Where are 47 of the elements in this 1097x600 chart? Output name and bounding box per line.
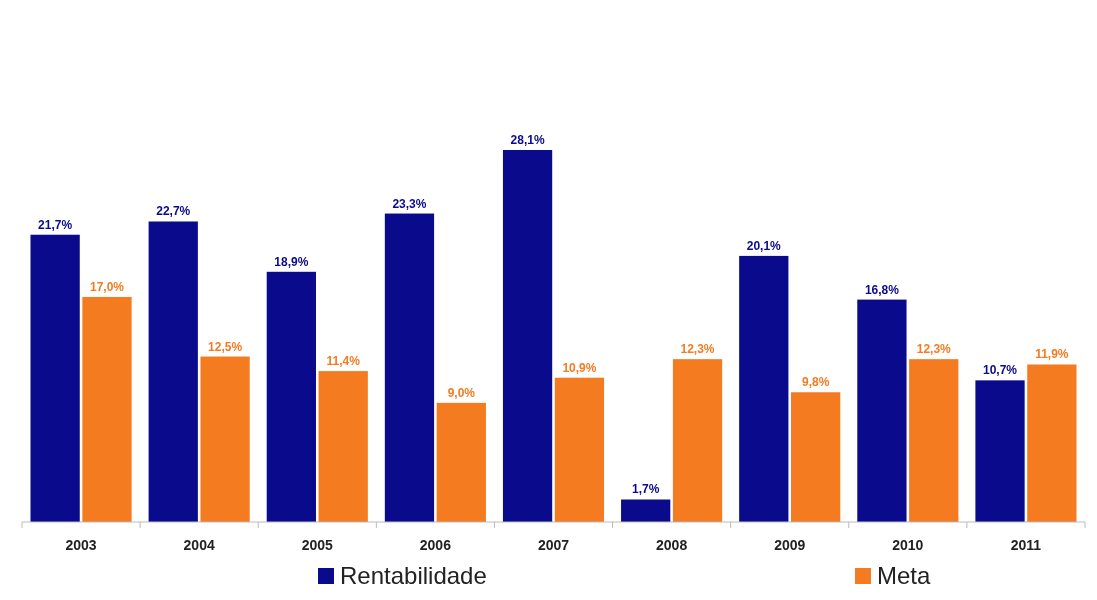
x-tick-label: 2006 — [419, 537, 452, 553]
bar — [384, 213, 435, 522]
data-label: 11,9% — [1035, 347, 1069, 362]
bar — [318, 371, 368, 522]
bar — [502, 150, 553, 522]
x-tick-label: 2011 — [1010, 537, 1042, 553]
data-label: 18,9% — [274, 254, 309, 269]
data-label: 20,1% — [746, 238, 782, 253]
bar — [1027, 364, 1077, 522]
data-label: 28,1% — [510, 133, 545, 147]
bar — [739, 255, 789, 522]
x-tick-label: 2003 — [65, 537, 97, 553]
data-label: 12,3% — [916, 342, 952, 357]
bar — [82, 296, 132, 522]
data-label: 22,7% — [156, 204, 191, 219]
x-tick-label: 2007 — [537, 537, 570, 553]
bar — [554, 377, 605, 522]
legend-label: Meta — [877, 562, 932, 589]
data-label: 10,7% — [983, 363, 1018, 378]
x-tick-label: 2004 — [183, 537, 215, 553]
bar — [148, 221, 198, 522]
x-tick-label: 2008 — [656, 537, 688, 553]
legend-label: Rentabilidade — [340, 562, 487, 589]
bar — [436, 402, 486, 522]
bar — [975, 380, 1025, 522]
data-label: 21,7% — [38, 217, 73, 232]
data-label: 23,3% — [392, 196, 427, 211]
data-label: 9,0% — [447, 385, 476, 400]
data-label: 16,8% — [864, 282, 900, 297]
bar — [857, 299, 907, 522]
data-label: 11,4% — [326, 354, 361, 369]
data-label: 1,7% — [632, 482, 660, 497]
data-label: 12,5% — [208, 339, 243, 354]
data-label: 17,0% — [89, 279, 125, 294]
x-tick-label: 2010 — [892, 537, 924, 553]
x-tick-label: 2005 — [301, 537, 334, 553]
bar — [30, 234, 80, 522]
bar — [266, 271, 316, 522]
data-label: 9,8% — [801, 375, 830, 390]
bar — [621, 499, 671, 522]
data-label: 10,9% — [562, 360, 597, 375]
bar — [909, 359, 959, 522]
bar — [200, 356, 250, 522]
data-label: 12,3% — [680, 342, 715, 357]
bar — [791, 392, 841, 522]
x-tick-label: 2009 — [774, 537, 806, 553]
bar — [672, 359, 723, 522]
